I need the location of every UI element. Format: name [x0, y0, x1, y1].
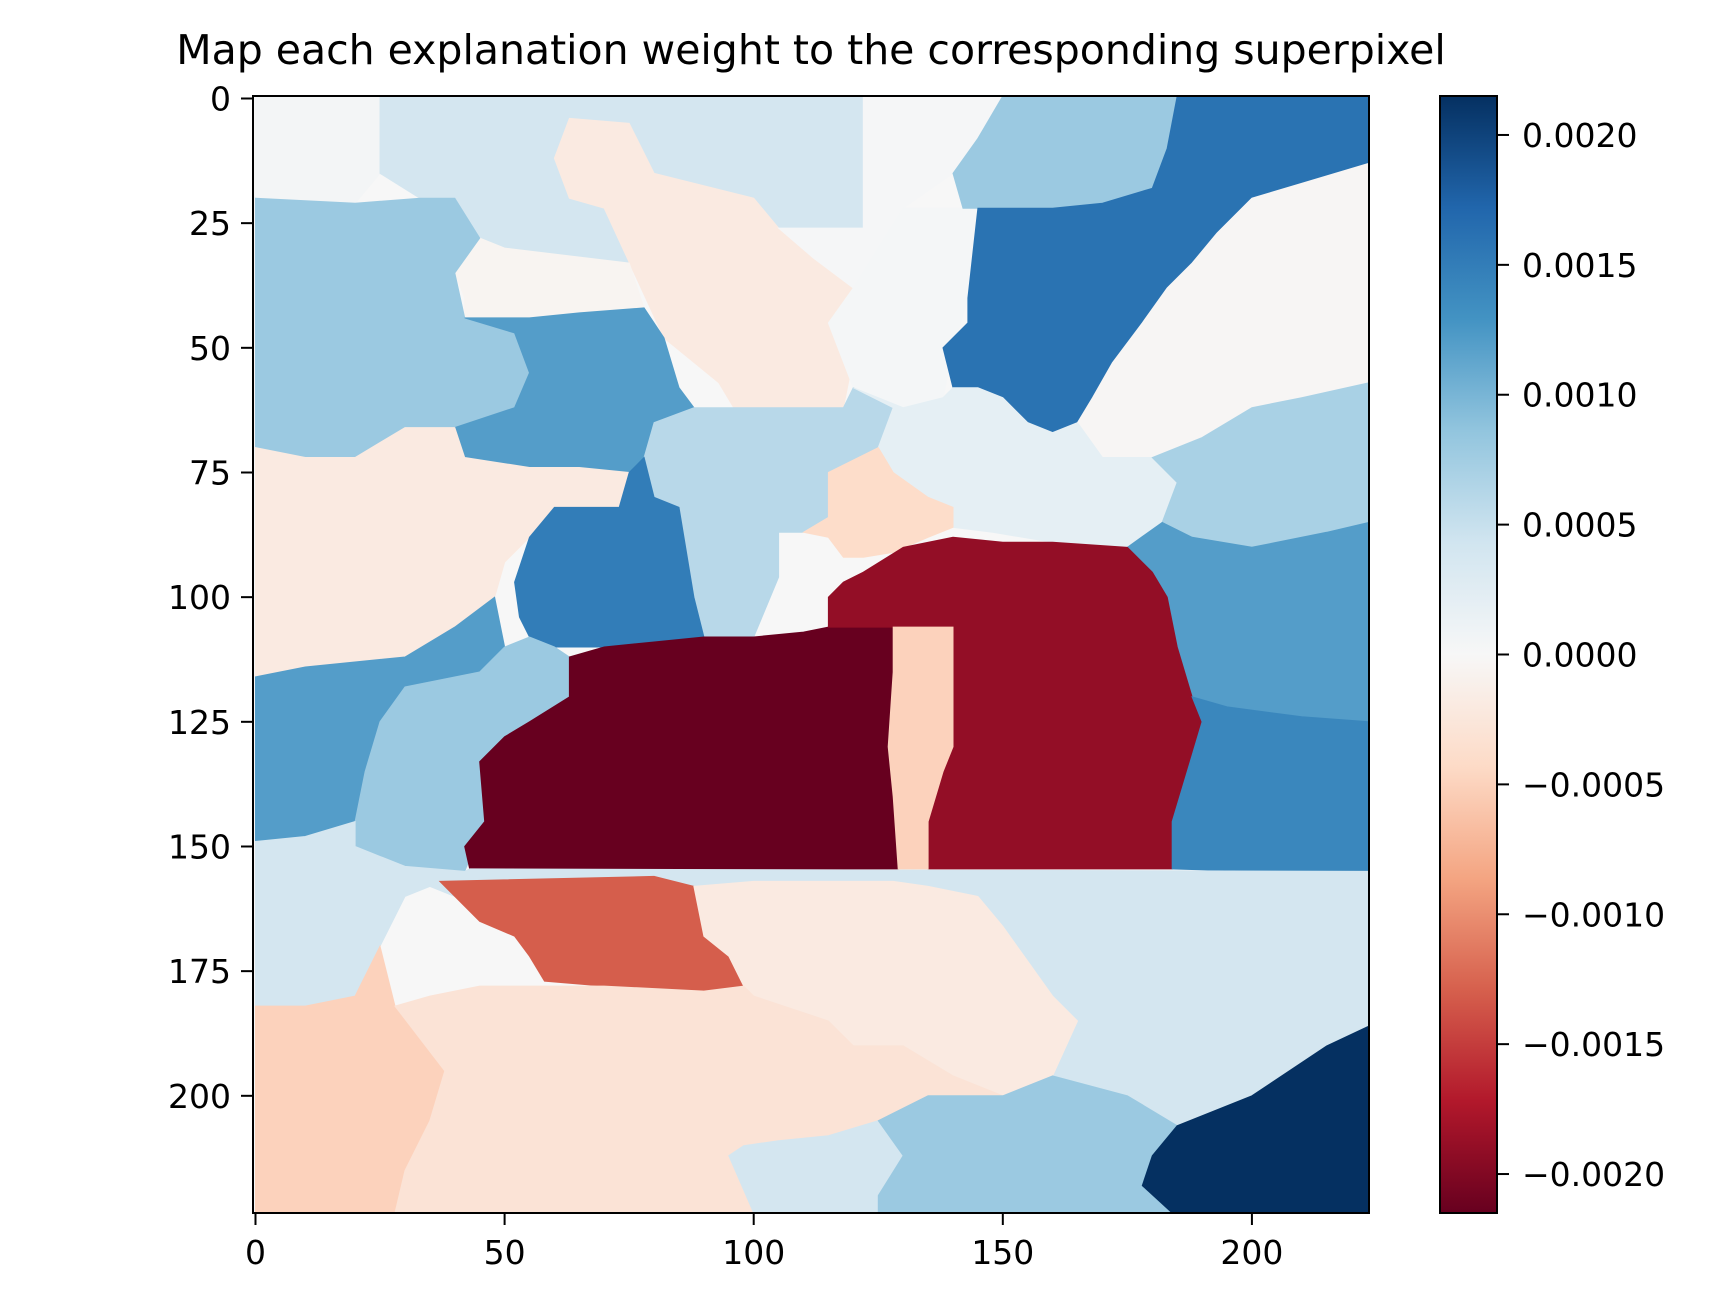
chart-title: Map each explanation weight to the corre… [176, 26, 1446, 74]
plot-frame [252, 95, 1370, 1214]
superpixel-22 [887, 626, 954, 870]
x-tick-label: 50 [484, 1233, 526, 1272]
x-axis: 0 50 100 150 200 [245, 1213, 1283, 1272]
y-tick-label: 200 [168, 1077, 231, 1116]
colorbar-tick-label: 0.0020 [1522, 116, 1637, 155]
y-tick-label: 125 [168, 703, 231, 742]
superpixel-map [255, 96, 1369, 1213]
colorbar-tick-label: −0.0010 [1522, 895, 1665, 934]
x-tick-label: 150 [971, 1233, 1034, 1272]
colorbar-tick-label: −0.0020 [1522, 1155, 1665, 1194]
y-tick-label: 75 [189, 453, 231, 492]
y-tick-label: 25 [189, 204, 231, 243]
colorbar-axis: 0.0020 0.0015 0.0010 0.0005 0.0000 −0.0005 −0.… [1497, 116, 1665, 1194]
colorbar-tick-label: 0.0005 [1522, 506, 1637, 545]
superpixel-15 [514, 456, 705, 648]
y-tick-label: 50 [189, 329, 231, 368]
y-tick-label: 175 [168, 952, 231, 991]
y-tick-label: 150 [168, 827, 231, 866]
superpixel-5 [827, 207, 979, 409]
x-tick-label: 200 [1220, 1233, 1283, 1272]
colorbar-tick-label: 0.0015 [1522, 246, 1637, 285]
y-axis: 0 25 50 75 100 125 150 175 200 [168, 79, 253, 1116]
superpixel-31 [1141, 1025, 1369, 1213]
colorbar-tick-label: −0.0005 [1522, 765, 1665, 804]
colorbar [1439, 95, 1498, 1214]
y-tick-label: 100 [168, 578, 231, 617]
colorbar-tick-label: −0.0015 [1522, 1025, 1665, 1064]
colorbar-tick-label: 0.0000 [1522, 636, 1637, 675]
colorbar-tick-label: 0.0010 [1522, 376, 1637, 415]
x-tick-label: 100 [722, 1233, 785, 1272]
superpixel-16 [802, 446, 954, 558]
x-tick-label: 0 [245, 1233, 266, 1272]
y-tick-label: 0 [210, 79, 231, 118]
superpixel-23 [1171, 696, 1369, 872]
superpixel-0 [255, 96, 381, 204]
